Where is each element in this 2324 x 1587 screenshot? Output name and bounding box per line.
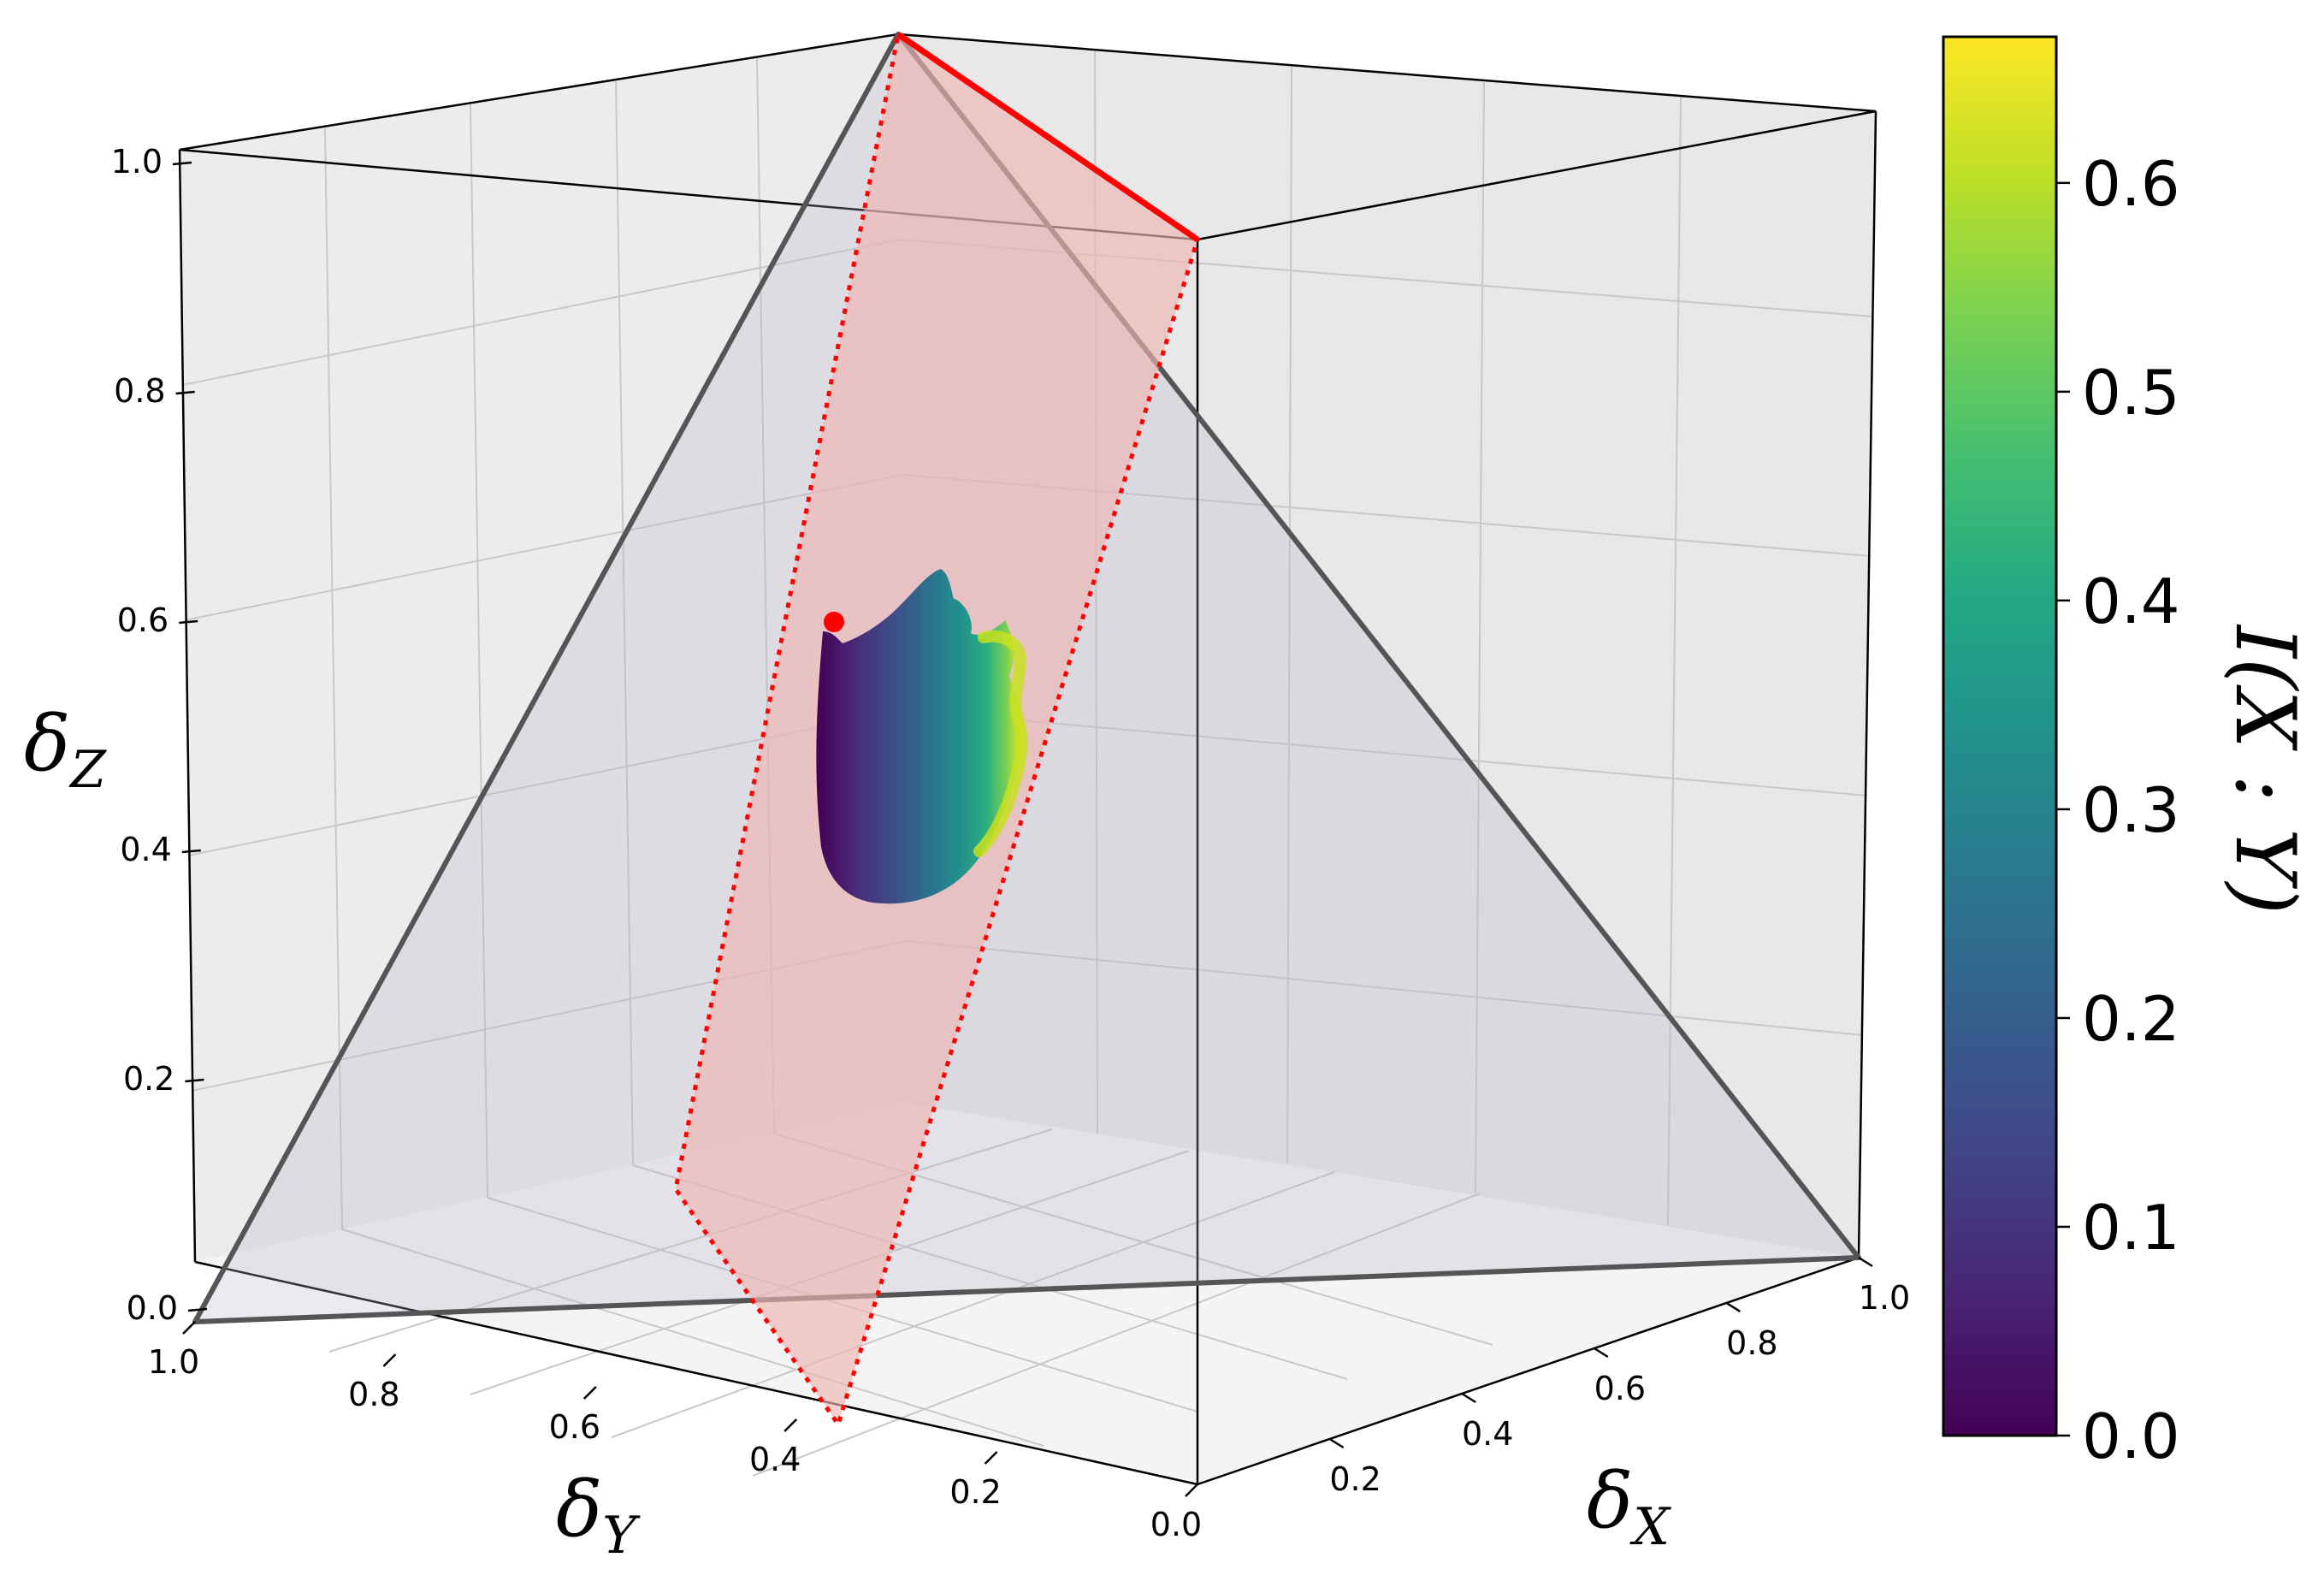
floor-pane — [195, 1104, 1859, 1484]
y-tick-2-mark — [784, 1418, 798, 1432]
colorbar-ticks: 0.0 0.1 0.2 0.3 0.4 0.5 0.6 — [2056, 148, 2180, 1472]
y-tick-3-label: 0.6 — [549, 1408, 600, 1446]
z-tick-2-label: 0.4 — [120, 831, 171, 868]
y-axis-label: δY — [556, 1465, 641, 1566]
colorbar-tick-1-label: 0.1 — [2082, 1192, 2180, 1264]
colorbar-label: I(X : Y) — [2217, 624, 2313, 915]
colorbar-tick-3-label: 0.3 — [2082, 774, 2180, 846]
z-tick-3-label: 0.6 — [117, 601, 169, 639]
x-axis-ticks: 0.2 0.4 0.6 0.8 1.0 — [1328, 1256, 1910, 1498]
y-tick-1-mark — [984, 1451, 998, 1465]
x-tick-3-mark — [1725, 1301, 1742, 1313]
y-tick-5-label: 1.0 — [148, 1343, 199, 1381]
y-tick-5-mark — [182, 1321, 196, 1335]
z-tick-5-mark — [172, 161, 192, 166]
z-axis-label: δZ — [24, 699, 107, 800]
y-tick-2-label: 0.4 — [749, 1441, 801, 1478]
y-tick-4-label: 0.8 — [348, 1376, 399, 1413]
x-tick-4-mark — [1858, 1256, 1873, 1268]
z-tick-1-mark — [185, 1078, 204, 1083]
z-tick-4-label: 0.8 — [114, 372, 165, 410]
highlight-edge — [896, 32, 1199, 242]
point-cloud — [816, 569, 1028, 904]
y-tick-0-mark — [1185, 1483, 1198, 1497]
colorbar-tick-2-label: 0.2 — [2082, 983, 2180, 1055]
x-tick-4-label: 1.0 — [1859, 1279, 1910, 1317]
colorbar-tick-5-label: 0.5 — [2082, 357, 2180, 429]
x-tick-1-mark — [1461, 1392, 1476, 1404]
x-tick-1-label: 0.4 — [1462, 1415, 1513, 1453]
y-tick-1-label: 0.2 — [949, 1473, 1001, 1511]
x-tick-3-label: 0.8 — [1726, 1324, 1777, 1362]
y-tick-4-mark — [382, 1353, 397, 1367]
colorbar-tick-0-label: 0.0 — [2082, 1400, 2180, 1472]
z-axis-ticks: 0.0 0.2 0.4 0.6 0.8 1.0 — [111, 143, 208, 1327]
colorbar-gradient — [1942, 35, 2058, 1437]
colorbar-tick-6-label: 0.6 — [2082, 148, 2180, 220]
x-axis-label: δX — [1587, 1456, 1671, 1557]
x-tick-2-label: 0.6 — [1594, 1370, 1646, 1407]
y-axis-ticks: 0.0 0.2 0.4 0.6 0.8 1.0 — [148, 1321, 1202, 1543]
z-tick-4-mark — [175, 390, 195, 395]
y-tick-3-mark — [582, 1386, 597, 1400]
z-tick-0-mark — [187, 1307, 208, 1312]
z-tick-5-label: 1.0 — [111, 143, 163, 181]
colorbar: 0.0 0.1 0.2 0.3 0.4 0.5 0.6 I(X : Y) — [1942, 35, 2313, 1472]
colorbar-tick-4-label: 0.4 — [2082, 566, 2180, 637]
y-tick-0-label: 0.0 — [1150, 1506, 1202, 1543]
start-point — [824, 612, 844, 632]
z-tick-3-mark — [179, 619, 198, 625]
x-tick-0-mark — [1328, 1437, 1345, 1449]
z-tick-2-mark — [181, 849, 201, 854]
z-tick-0-label: 0.0 — [127, 1289, 178, 1327]
z-tick-1-label: 0.2 — [123, 1060, 174, 1098]
x-tick-2-mark — [1594, 1347, 1609, 1359]
x-tick-0-label: 0.2 — [1329, 1460, 1381, 1498]
